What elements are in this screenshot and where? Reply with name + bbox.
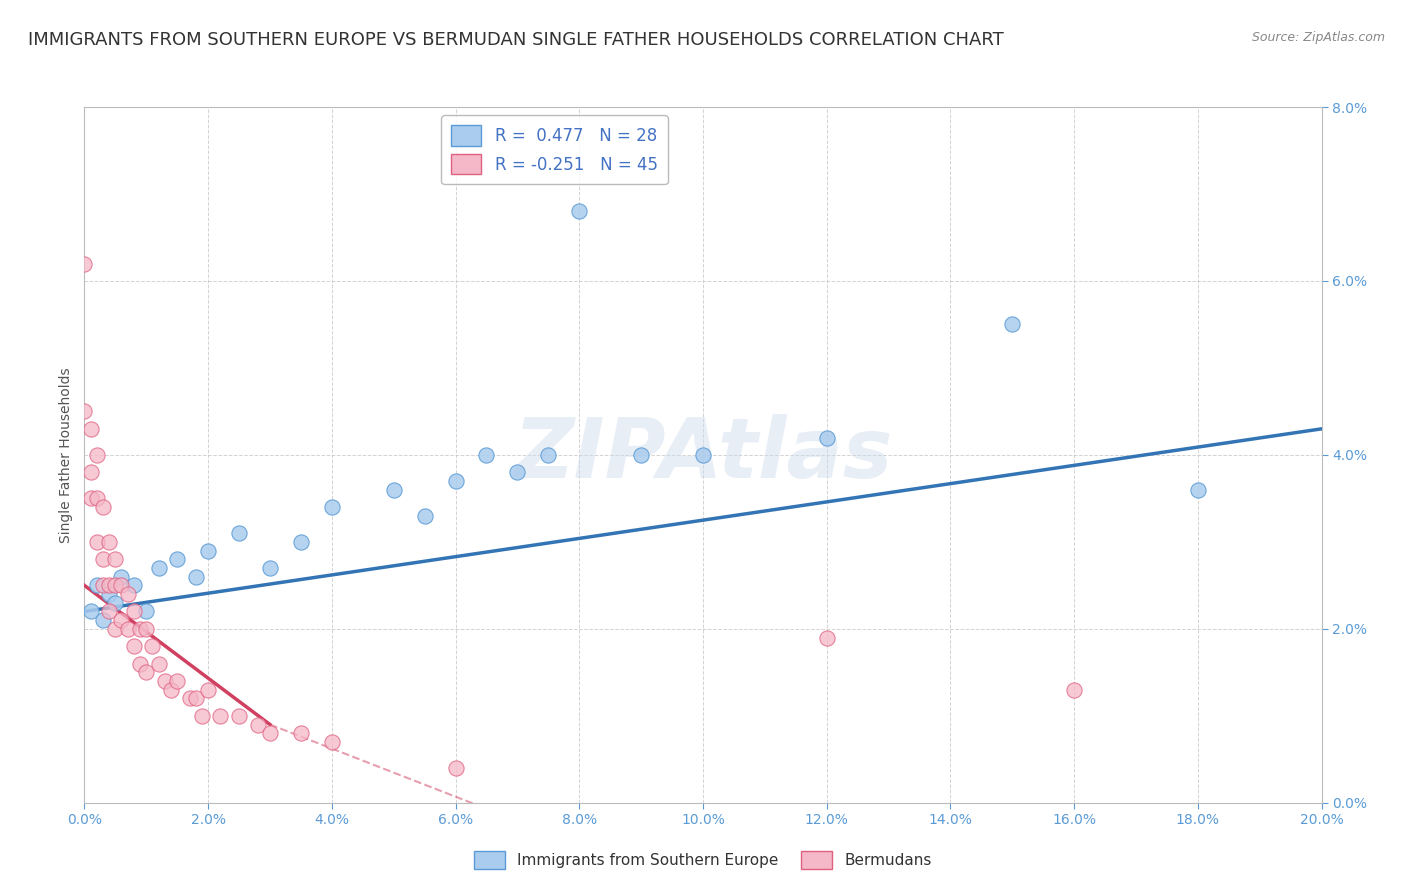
Legend: Immigrants from Southern Europe, Bermudans: Immigrants from Southern Europe, Bermuda…	[468, 846, 938, 875]
Point	[630, 448, 652, 462]
Point	[104, 552, 127, 566]
Point	[153, 674, 176, 689]
Text: Source: ZipAtlas.com: Source: ZipAtlas.com	[1251, 31, 1385, 45]
Point	[160, 682, 183, 697]
Point	[122, 605, 145, 619]
Point	[537, 448, 560, 462]
Point	[79, 422, 101, 436]
Point	[129, 657, 152, 671]
Point	[444, 474, 467, 488]
Point	[110, 578, 132, 592]
Point	[179, 691, 201, 706]
Y-axis label: Single Father Households: Single Father Households	[59, 368, 73, 542]
Point	[191, 708, 214, 723]
Point	[148, 561, 170, 575]
Point	[86, 578, 108, 592]
Point	[98, 587, 121, 601]
Point	[197, 682, 219, 697]
Point	[290, 535, 312, 549]
Point	[91, 500, 114, 514]
Point	[104, 578, 127, 592]
Point	[321, 735, 343, 749]
Point	[135, 665, 157, 680]
Point	[104, 622, 127, 636]
Point	[79, 491, 101, 506]
Point	[568, 204, 591, 219]
Point	[209, 708, 232, 723]
Point	[91, 578, 114, 592]
Point	[1187, 483, 1209, 497]
Point	[148, 657, 170, 671]
Point	[166, 552, 188, 566]
Point	[91, 552, 114, 566]
Text: ZIPAtlas: ZIPAtlas	[513, 415, 893, 495]
Point	[1001, 318, 1024, 332]
Point	[290, 726, 312, 740]
Point	[321, 500, 343, 514]
Point	[506, 466, 529, 480]
Point	[86, 535, 108, 549]
Point	[79, 466, 101, 480]
Point	[382, 483, 405, 497]
Text: IMMIGRANTS FROM SOUTHERN EUROPE VS BERMUDAN SINGLE FATHER HOUSEHOLDS CORRELATION: IMMIGRANTS FROM SOUTHERN EUROPE VS BERMU…	[28, 31, 1004, 49]
Point	[117, 587, 139, 601]
Point	[197, 543, 219, 558]
Point	[228, 708, 250, 723]
Point	[259, 726, 281, 740]
Point	[259, 561, 281, 575]
Point	[86, 491, 108, 506]
Point	[475, 448, 498, 462]
Point	[86, 448, 108, 462]
Point	[135, 605, 157, 619]
Point	[91, 613, 114, 627]
Point	[815, 631, 838, 645]
Point	[141, 639, 163, 653]
Point	[117, 622, 139, 636]
Point	[110, 570, 132, 584]
Point	[815, 431, 838, 445]
Point	[166, 674, 188, 689]
Point	[184, 691, 207, 706]
Point	[413, 508, 436, 523]
Point	[246, 717, 269, 731]
Point	[122, 578, 145, 592]
Point	[79, 605, 101, 619]
Point	[184, 570, 207, 584]
Point	[98, 578, 121, 592]
Point	[122, 639, 145, 653]
Point	[98, 605, 121, 619]
Point	[692, 448, 714, 462]
Point	[228, 526, 250, 541]
Point	[73, 257, 96, 271]
Point	[73, 404, 96, 418]
Point	[110, 613, 132, 627]
Point	[444, 761, 467, 775]
Point	[129, 622, 152, 636]
Point	[135, 622, 157, 636]
Point	[1063, 682, 1085, 697]
Point	[104, 596, 127, 610]
Point	[98, 535, 121, 549]
